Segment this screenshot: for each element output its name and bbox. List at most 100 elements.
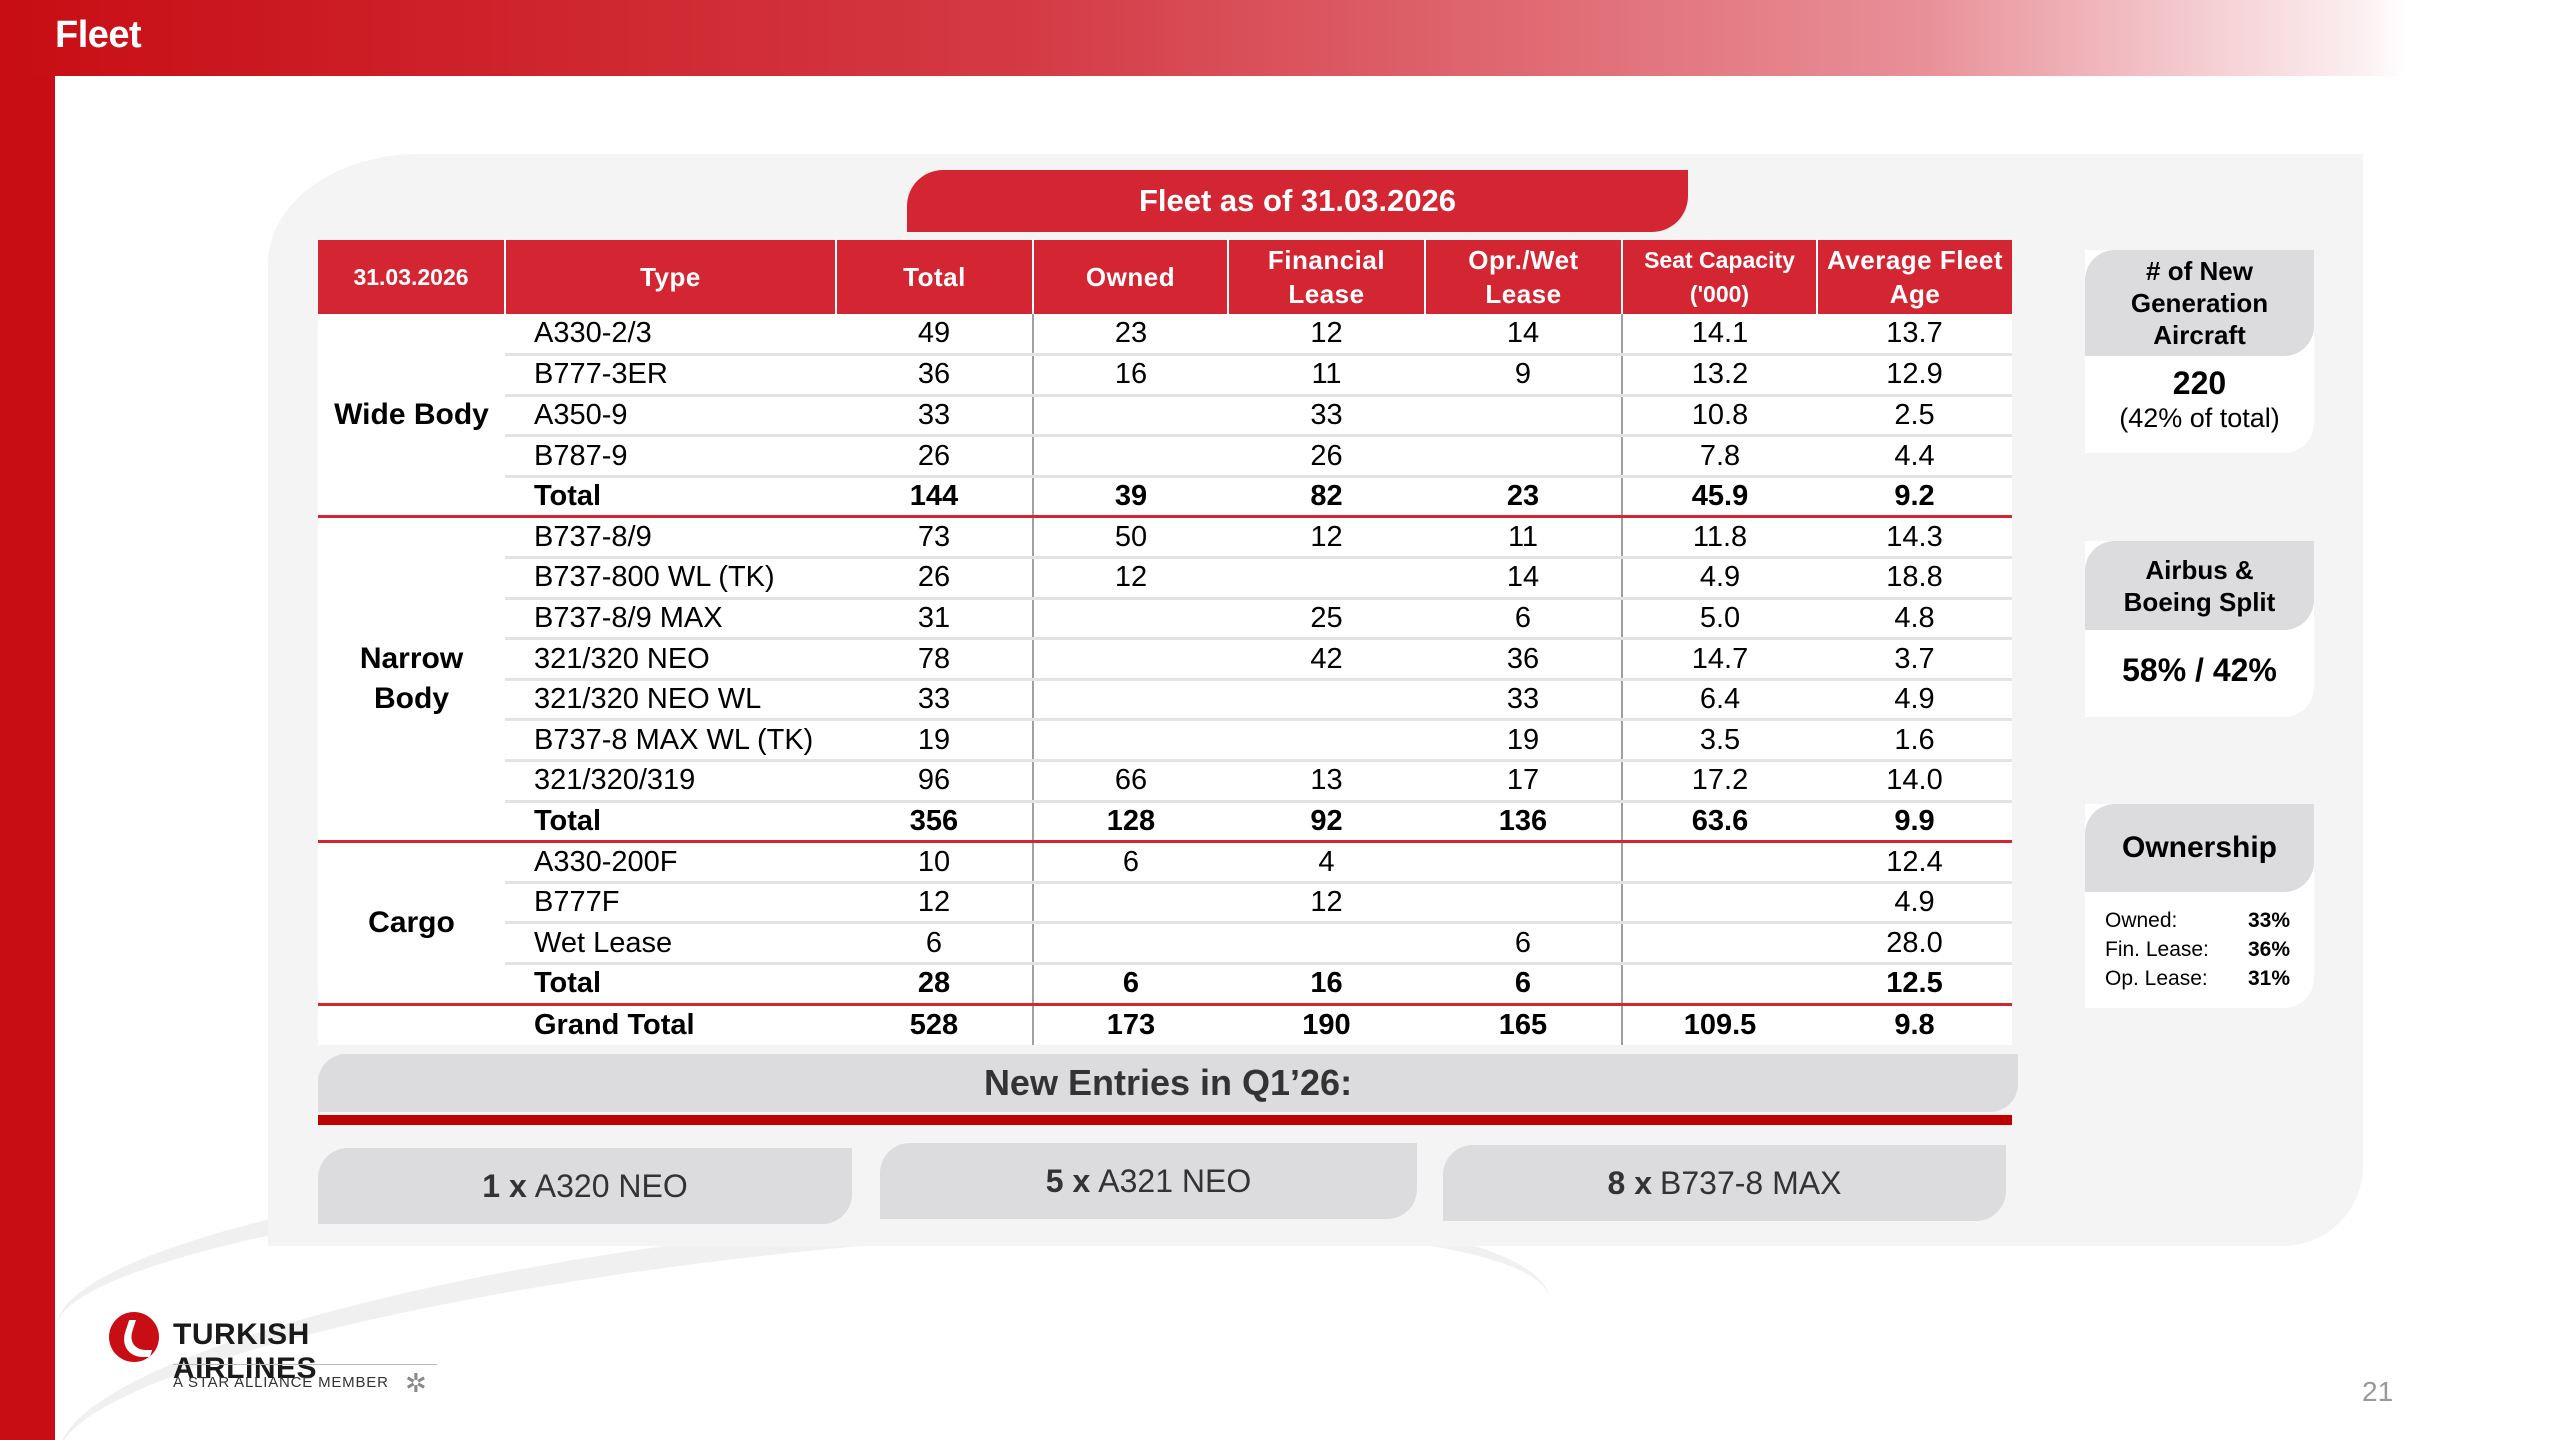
cell-owned <box>1032 596 1228 639</box>
table-row: B777F 12 12 4.9 <box>318 880 2012 923</box>
aircraft-type: 321/320 NEO <box>505 637 836 680</box>
page-title: Fleet <box>55 14 142 56</box>
ownership-list: Owned: 33% Fin. Lease: 36% Op. Lease: 31% <box>2085 892 2314 993</box>
cell-fin: 13 <box>1228 759 1425 802</box>
col-header-type: Type <box>504 240 836 314</box>
cell-owned: 23 <box>1032 314 1228 355</box>
cell-fin <box>1228 556 1425 599</box>
cell-opr: 14 <box>1506 317 1540 350</box>
aircraft-type: B737-8 MAX WL (TK) <box>505 718 836 761</box>
entry-count: 5 x <box>1045 1162 1091 1199</box>
ownership-row-op-lease: Op. Lease: 31% <box>2105 967 2291 990</box>
cell-age: 2.5 <box>1817 393 2012 436</box>
table-row: B737-8 MAX WL (TK) 19 19 3.5 1.6 <box>318 718 2012 761</box>
cell-age: 4.9 <box>1817 880 2012 923</box>
cell-seat: 5.0 <box>1621 596 1817 639</box>
entry-model: A321 NEO <box>1098 1162 1252 1199</box>
entry-count: 8 x <box>1607 1164 1653 1201</box>
cell-total: 26 <box>836 556 1033 599</box>
cell-seat: 11.8 <box>1621 515 1817 558</box>
grand-total-row: Grand Total 528 173 190 165 109.5 9.8 <box>318 1002 2012 1045</box>
cell-owned <box>1032 880 1228 923</box>
cell-age: 28.0 <box>1817 921 2012 964</box>
cell-opr <box>1425 434 1622 477</box>
cell-opr <box>1425 393 1622 436</box>
ownership-card: Ownership Owned: 33% Fin. Lease: 36% Op. L… <box>2085 804 2314 1008</box>
cell-owned: 6 <box>1032 962 1228 1005</box>
cell-total: 33 <box>836 393 1033 436</box>
cell-seat: 4.9 <box>1621 556 1817 599</box>
cell-age: 4.4 <box>1817 434 2012 477</box>
table-row: Wide Body A330-2/3 49 23 12 14 14.1 13.7 <box>318 314 2012 431</box>
cell-opr: 165 <box>1425 1002 1622 1045</box>
cell-opr: 6 <box>1425 596 1622 639</box>
cell-fin <box>1228 677 1425 720</box>
cell-total: 73 <box>836 515 1033 558</box>
aircraft-type: Wet Lease <box>505 921 836 964</box>
cell-opr: 23 <box>1425 474 1622 517</box>
cell-age: 14.3 <box>1817 515 2012 558</box>
cell-fin: 92 <box>1228 799 1425 842</box>
new-entry-b737-8max: 8 x B737-8 MAX <box>1443 1145 2006 1221</box>
table-header-row: 31.03.2026 Type Total Owned Financial Lea… <box>318 240 2012 314</box>
cell-owned: 12 <box>1032 556 1228 599</box>
cell-age: 3.7 <box>1817 637 2012 680</box>
cell-seat <box>1621 921 1817 964</box>
aircraft-type: A350-9 <box>505 393 836 436</box>
cell-fin: 12 <box>1228 515 1425 558</box>
cell-fin: 26 <box>1228 434 1425 477</box>
cell-total: 144 <box>836 474 1033 517</box>
col-header-total: Total <box>835 240 1033 314</box>
col-header-owned: Owned <box>1032 240 1228 314</box>
cell-fin: 11 <box>1228 353 1425 396</box>
cell-seat: 14.7 <box>1621 637 1817 680</box>
table-total-row: Total 28 6 16 6 12.5 <box>318 962 2012 1005</box>
cell-total: 528 <box>836 1002 1033 1045</box>
card-body: 220 (42% of total) <box>2085 356 2314 434</box>
card-title: Ownership <box>2085 804 2314 892</box>
cell-opr: 14 <box>1425 556 1622 599</box>
cell-total: 31 <box>836 596 1033 639</box>
category-label: Cargo <box>318 840 505 1005</box>
cell-age: 4.8 <box>1817 596 2012 639</box>
aircraft-type: B737-8/9 <box>505 515 836 558</box>
cell-total: 33 <box>836 677 1033 720</box>
cell-total: 12 <box>836 880 1033 923</box>
cell-fin: 82 <box>1228 474 1425 517</box>
aircraft-type: Total <box>505 474 836 517</box>
aircraft-type: B777-3ER <box>505 353 836 396</box>
aircraft-type: A330-2/3 <box>534 317 652 350</box>
airline-bird-icon <box>109 1312 159 1362</box>
cell-fin: 4 <box>1228 840 1425 883</box>
aircraft-type: B737-8/9 MAX <box>505 596 836 639</box>
table-row: B777-3ER 36 16 11 9 13.2 12.9 <box>318 353 2012 396</box>
new-entries-header: New Entries in Q1’26: <box>318 1054 2018 1112</box>
cell-age: 4.9 <box>1817 677 2012 720</box>
cell-owned <box>1032 393 1228 436</box>
table-row: Narrow Body B737-8/9 73 50 12 11 11.8 14.3 <box>318 515 2012 842</box>
cell-seat: 109.5 <box>1621 1002 1817 1045</box>
table-row: 321/320/319 96 66 13 17 17.2 14.0 <box>318 759 2012 802</box>
cell-seat: 13.2 <box>1621 353 1817 396</box>
col-header-opr-wet-lease: Opr./Wet Lease <box>1424 240 1622 314</box>
aircraft-type: Total <box>505 799 836 842</box>
cell-total: 28 <box>836 962 1033 1005</box>
cell-total: 10 <box>836 840 1033 883</box>
table-row: Wet Lease 6 6 28.0 <box>318 921 2012 964</box>
card-title: # of New Generation Aircraft <box>2085 250 2314 356</box>
cell-opr: 19 <box>1425 718 1622 761</box>
cell-age: 12.5 <box>1817 962 2012 1005</box>
new-generation-card: # of New Generation Aircraft 220 (42% of… <box>2085 250 2314 453</box>
cell-seat: 6.4 <box>1621 677 1817 720</box>
cell-age: 1.6 <box>1817 718 2012 761</box>
col-header-date: 31.03.2026 <box>318 240 505 314</box>
cell-seat: 3.5 <box>1621 718 1817 761</box>
table-row: B737-8/9 MAX 31 25 6 5.0 4.8 <box>318 596 2012 639</box>
cell-seat <box>1621 840 1817 883</box>
cell-fin: 42 <box>1228 637 1425 680</box>
logo-tagline: A STAR ALLIANCE MEMBER <box>173 1374 389 1391</box>
page-number: 21 <box>2362 1376 2394 1407</box>
cell-fin: 16 <box>1228 962 1425 1005</box>
cell-owned <box>1032 921 1228 964</box>
category-label: Wide Body <box>334 397 489 431</box>
